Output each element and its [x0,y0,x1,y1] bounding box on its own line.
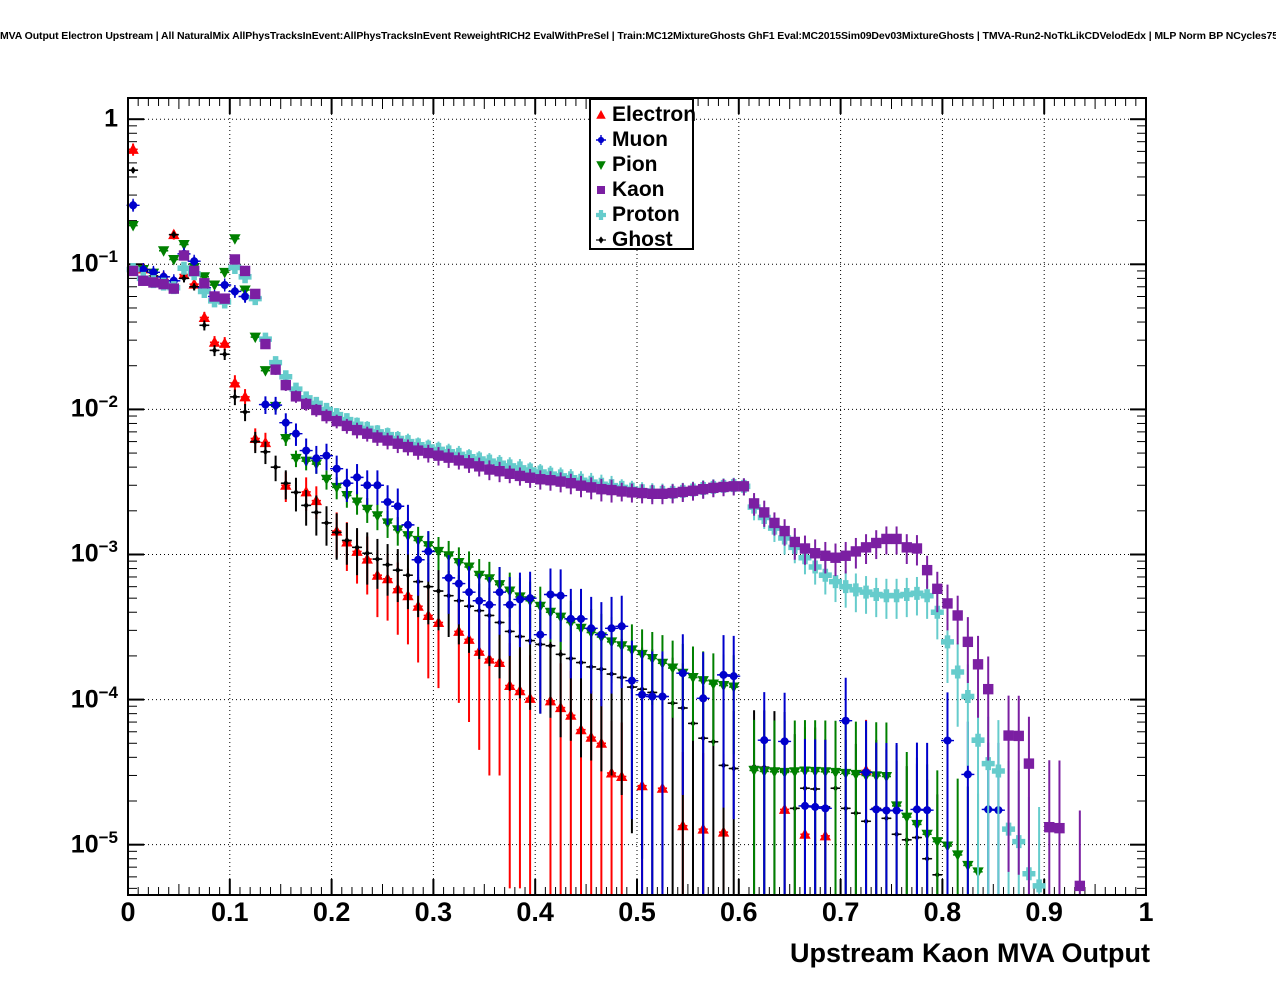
y-tick-label-1: 10−1 [70,247,118,278]
legend-label: Proton [612,203,680,226]
legend-item-pion[interactable]: Pion [593,152,692,177]
legend-label: Kaon [612,178,665,201]
legend-label: Electron [612,103,697,126]
x-tick-label-5: 0.5 [618,897,656,927]
legend-label: Muon [612,128,668,151]
square-icon [593,182,609,198]
x-tick-label-1: 0.1 [211,897,249,927]
triangle-up-icon [593,107,609,123]
circle-icon [593,132,609,148]
data-series [126,143,1086,895]
x-tick-label-10: 1 [1138,897,1154,927]
legend-item-proton[interactable]: Proton [593,202,692,227]
y-tick-label-5: 10−5 [70,827,118,859]
x-tick-label-0: 0 [120,897,136,927]
cross-icon [593,207,609,223]
y-tick-label-4: 10−4 [70,682,118,714]
x-tick-label-3: 0.3 [414,897,453,927]
legend-label: Pion [612,153,658,176]
x-tick-label-6: 0.6 [720,897,758,927]
x-axis-title: Upstream Kaon MVA Output [789,938,1150,968]
y-tick-label-3: 10−3 [70,537,118,568]
series-kaon [127,250,1086,895]
y-tick-label-0: 1 [104,104,118,133]
x-tick-label-7: 0.7 [821,897,860,927]
legend-item-ghost[interactable]: Ghost [593,227,692,252]
legend-item-electron[interactable]: Electron [593,102,696,127]
legend-item-kaon[interactable]: Kaon [593,177,692,202]
legend: Electron Muon Pion Kaon Proton Ghost [589,98,696,252]
x-tick-label-8: 0.8 [923,897,962,927]
legend-label: Ghost [612,228,673,251]
diamond-icon [593,232,609,248]
page-title: MVA Output Electron Upstream | All Natur… [0,30,1276,42]
x-tick-label-2: 0.2 [312,897,351,927]
legend-item-muon[interactable]: Muon [593,127,692,152]
x-tick-label-9: 0.9 [1025,897,1063,927]
triangle-down-icon [593,157,609,173]
x-tick-label-4: 0.4 [516,897,554,927]
y-tick-label-2: 10−2 [70,392,118,423]
